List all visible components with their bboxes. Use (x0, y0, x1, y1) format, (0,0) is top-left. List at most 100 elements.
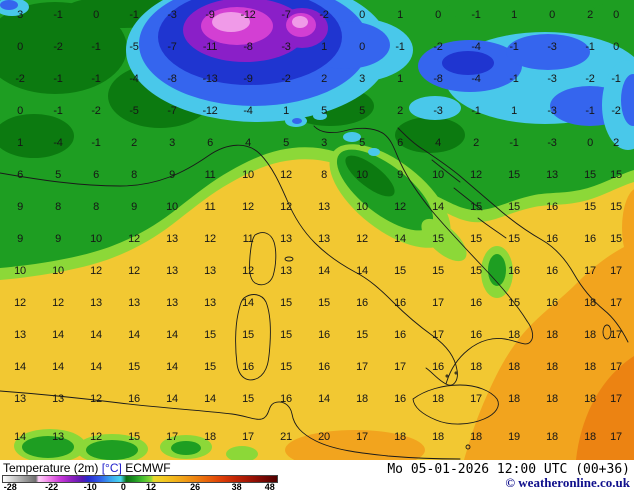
temp-label: 18 (508, 329, 520, 341)
temp-label: 1 (283, 105, 289, 117)
temp-label: 17 (356, 361, 368, 373)
temp-label: -1 (395, 41, 405, 53)
temp-label: 15 (508, 297, 520, 309)
temp-label: 15 (432, 233, 444, 245)
temp-label: -5 (129, 105, 139, 117)
temp-label: 13 (52, 431, 64, 443)
temp-label: 16 (470, 297, 482, 309)
temp-label: 18 (204, 431, 216, 443)
temp-label: -1 (91, 41, 101, 53)
temp-label: 13 (166, 233, 178, 245)
temp-label: -8 (167, 73, 177, 85)
temp-label: 16 (394, 393, 406, 405)
temp-label: 17 (432, 297, 444, 309)
temp-label: -1 (129, 9, 139, 21)
temp-label: 10 (242, 169, 254, 181)
temp-label: 1 (511, 9, 517, 21)
temp-label: 2 (321, 73, 327, 85)
temp-label: -1 (53, 73, 63, 85)
temp-labels-layer: 3 -1 0 -1 -3 -9 -12 -7 -2 0 1 0 -1 1 0 2 0 0 -2 -1 -5 -7 -11 -8… (14, 9, 622, 443)
temp-label: 0 (359, 9, 365, 21)
temp-label: 14 (204, 393, 216, 405)
temp-label: 0 (17, 41, 23, 53)
temp-label: 15 (128, 431, 140, 443)
temp-label: 11 (242, 233, 254, 245)
temp-label: 18 (394, 431, 406, 443)
legend-bar: Temperature (2m) [°C] ECMWF -28 -22 -10 0 12… (0, 460, 634, 490)
temp-label: -3 (167, 9, 177, 21)
color-scale-ticks: -28 -22 -10 0 12 26 38 48 (2, 482, 278, 490)
temp-label: 16 (432, 361, 444, 373)
temp-label: 19 (508, 431, 520, 443)
temp-label: 16 (356, 297, 368, 309)
temp-label: 16 (470, 329, 482, 341)
temp-label: 15 (610, 169, 622, 181)
temp-label: 18 (546, 393, 558, 405)
temp-label: 21 (280, 431, 292, 443)
temp-label: 14 (166, 393, 178, 405)
temp-label: 2 (587, 9, 593, 21)
temp-label: 18 (546, 329, 558, 341)
scale-tick: 26 (190, 482, 201, 490)
temp-label: 8 (131, 169, 137, 181)
temp-label: 15 (128, 361, 140, 373)
temp-label: 17 (610, 329, 622, 341)
temp-label: 15 (280, 297, 292, 309)
temp-label: 13 (318, 233, 330, 245)
temp-label: 12 (280, 201, 292, 213)
temp-label: 14 (52, 361, 64, 373)
temp-label: 14 (356, 265, 368, 277)
temp-label: 16 (318, 329, 330, 341)
temp-label: 1 (397, 73, 403, 85)
legend-model: ECMWF (125, 461, 171, 475)
temp-label: -1 (585, 41, 595, 53)
temp-label: 13 (90, 297, 102, 309)
temp-label: 14 (318, 393, 330, 405)
temp-label: -4 (471, 41, 481, 53)
scale-tick: -10 (83, 482, 97, 490)
temp-label: -3 (547, 41, 557, 53)
temp-label: 0 (17, 105, 23, 117)
temp-label: 12 (90, 393, 102, 405)
temp-label: 13 (14, 393, 26, 405)
temp-label: -2 (611, 105, 621, 117)
temp-label: 18 (508, 361, 520, 373)
temp-label: -1 (91, 73, 101, 85)
temp-label: -1 (53, 105, 63, 117)
coastlines (0, 125, 629, 460)
temp-label: 10 (356, 201, 368, 213)
temp-label: 17 (166, 431, 178, 443)
temp-label: 18 (546, 361, 558, 373)
temp-label: 15 (204, 361, 216, 373)
temp-label: 13 (546, 169, 558, 181)
scale-tick: 48 (264, 482, 275, 490)
temp-label: 16 (128, 393, 140, 405)
temp-label: 9 (397, 169, 403, 181)
temp-label: 14 (166, 329, 178, 341)
temp-label: 6 (93, 169, 99, 181)
temp-label: 13 (166, 265, 178, 277)
temp-label: 12 (242, 201, 254, 213)
temp-label: 0 (613, 41, 619, 53)
temp-label: -8 (243, 41, 253, 53)
temp-label: -7 (167, 41, 177, 53)
temp-label: 15 (280, 361, 292, 373)
temp-label: 15 (356, 329, 368, 341)
temp-label: 9 (55, 233, 61, 245)
temp-label: 12 (90, 431, 102, 443)
temp-label: -13 (202, 73, 218, 85)
scale-tick: -22 (45, 482, 59, 490)
temp-label: 5 (283, 137, 289, 149)
temp-label: -7 (167, 105, 177, 117)
temp-label: 14 (14, 361, 26, 373)
temp-label: 15 (610, 233, 622, 245)
temp-label: 15 (508, 169, 520, 181)
scale-tick: 38 (231, 482, 242, 490)
temp-label: 5 (359, 105, 365, 117)
temp-label: 15 (280, 329, 292, 341)
temp-label: 15 (242, 329, 254, 341)
temp-label: -4 (53, 137, 63, 149)
temp-label: 12 (242, 265, 254, 277)
temp-label: 15 (508, 233, 520, 245)
temp-label: -4 (129, 73, 139, 85)
